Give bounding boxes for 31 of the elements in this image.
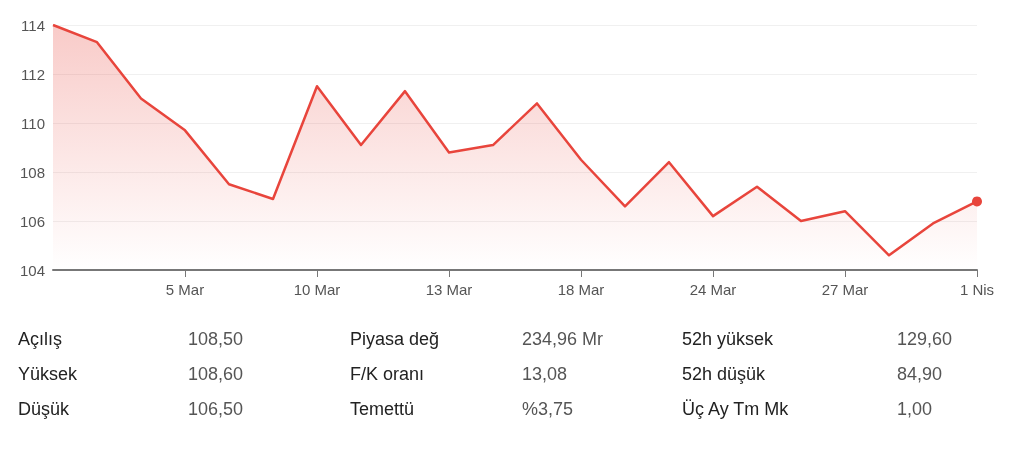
x-tick-label: 24 Mar <box>689 281 737 298</box>
text: 52h yüksek <box>682 328 775 351</box>
text: %3,75 <box>522 398 575 421</box>
x-tick-label: 1 Nis <box>959 281 995 298</box>
x-tick-label: 10 Mar <box>293 281 341 298</box>
text: 108,60 <box>188 363 245 386</box>
y-tick-label: 110 <box>21 114 45 132</box>
x-tick-label: 13 Mar <box>425 281 473 298</box>
text: Üç Ay Tm Mk <box>682 398 790 421</box>
y-tick-label: 104 <box>19 261 45 279</box>
x-tick-label: 18 Mar <box>557 281 605 298</box>
text: Temettü <box>350 398 416 421</box>
text: 13,08 <box>522 363 569 386</box>
x-tick-label: 5 Mar <box>165 281 205 298</box>
text: F/K oranı <box>350 363 426 386</box>
text: 108,50 <box>188 328 245 351</box>
text: 1,00 <box>897 398 934 421</box>
text: 129,60 <box>897 328 954 351</box>
text: Yüksek <box>18 363 79 386</box>
y-tick-label: 114 <box>21 16 45 34</box>
text: Piyasa değ <box>350 328 441 351</box>
x-tick-label: 27 Mar <box>821 281 869 298</box>
text: 106,50 <box>188 398 245 421</box>
y-tick-label: 112 <box>21 65 45 83</box>
text: Açılış <box>18 328 63 351</box>
text: 84,90 <box>897 363 944 386</box>
text: 52h düşük <box>682 363 767 386</box>
text: 234,96 Mr <box>522 328 605 351</box>
y-tick-label: 108 <box>19 163 45 181</box>
y-tick-label: 106 <box>19 212 45 230</box>
text: Düşük <box>18 398 71 421</box>
